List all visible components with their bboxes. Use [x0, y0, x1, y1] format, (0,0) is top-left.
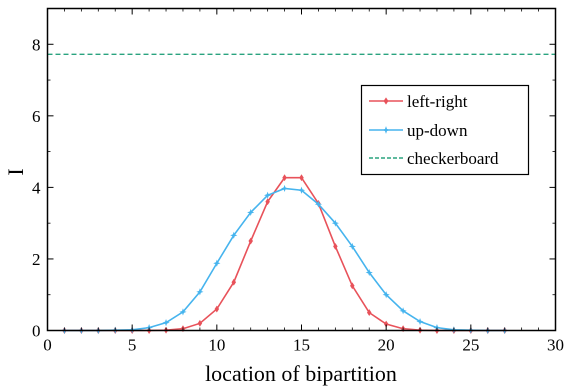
legend-label-checkerboard: checkerboard [407, 149, 499, 168]
y-axis-label: I [3, 168, 28, 175]
data-point-left-right [248, 237, 253, 245]
data-point-left-right [350, 282, 355, 290]
y-tick-label: 4 [32, 178, 41, 197]
x-tick-label: 30 [547, 336, 564, 355]
data-point-up-down [230, 231, 238, 239]
y-tick-label: 2 [32, 250, 41, 269]
data-point-left-right [333, 242, 338, 250]
data-point-up-down [264, 191, 272, 199]
data-point-up-down [247, 208, 255, 217]
data-point-up-down [416, 317, 424, 326]
data-point-up-down [399, 307, 407, 315]
x-axis-label: location of bipartition [205, 361, 397, 386]
data-point-left-right [282, 174, 287, 182]
x-tick-label: 20 [378, 336, 395, 355]
data-point-up-down [331, 219, 339, 227]
x-tick-label: 0 [43, 336, 52, 355]
series-line-up-down [64, 187, 505, 332]
legend-marker-left-right [383, 97, 389, 105]
y-tick-label: 0 [32, 322, 41, 341]
x-tick-label: 25 [462, 336, 479, 355]
x-tick-label: 10 [208, 336, 225, 355]
data-point-up-down [179, 308, 187, 316]
data-point-up-down [196, 288, 204, 296]
data-point-left-right [265, 198, 270, 206]
legend-marker-up-down [382, 126, 390, 134]
data-point-left-right [366, 309, 372, 317]
data-point-up-down [348, 242, 356, 251]
data-point-up-down [162, 319, 170, 327]
data-point-up-down [213, 259, 221, 267]
legend-label-up-down: up-down [407, 121, 468, 140]
x-tick-label: 15 [293, 336, 310, 355]
legend-entries: left-right up-down checkerboard [369, 92, 499, 168]
axes-layer: 0 5 10 15 20 25 30 0 2 4 6 8 [32, 8, 564, 355]
data-point-up-down [280, 184, 289, 193]
data-point-up-down [314, 200, 323, 208]
data-point-up-down [365, 268, 373, 277]
data-point-up-down [382, 291, 390, 299]
y-tick-label: 6 [32, 107, 41, 126]
y-tick-label: 8 [32, 35, 41, 54]
data-point-left-right [197, 319, 203, 327]
data-point-left-right [383, 320, 389, 328]
legend-label-left-right: left-right [407, 92, 468, 111]
series-line-left-right [64, 176, 505, 332]
data-point-up-down [297, 186, 306, 194]
data-point-left-right [231, 278, 237, 286]
data-point-left-right [299, 174, 304, 182]
data-point-left-right [214, 305, 220, 313]
legend: left-right up-down checkerboard [360, 84, 530, 176]
x-tick-label: 5 [128, 336, 137, 355]
